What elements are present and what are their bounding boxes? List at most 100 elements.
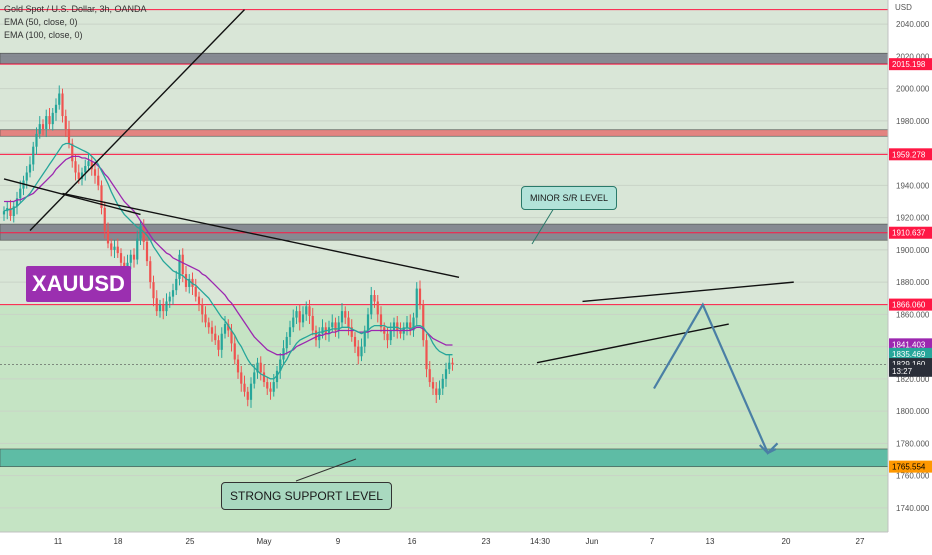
projection-path [653, 302, 779, 455]
candle-body [334, 322, 337, 331]
candle-body [269, 388, 272, 392]
candle-body [48, 116, 51, 125]
candle-body [285, 336, 288, 349]
candle-body [422, 304, 425, 341]
candle-body [438, 388, 441, 395]
candle-body [87, 161, 90, 167]
candle-body [129, 254, 132, 263]
candle-body [41, 124, 45, 129]
candle-body [201, 304, 204, 315]
price-tag-label: 1765.554 [892, 463, 926, 472]
bullish-background [0, 304, 888, 532]
ema50-line [3, 142, 453, 380]
candle-body [370, 295, 373, 315]
candle-body [136, 238, 139, 260]
candle-body [243, 383, 246, 392]
candle-body [344, 311, 347, 318]
candle-body [19, 188, 22, 199]
sr-zone [0, 223, 889, 241]
y-tick-label: 1880.000 [896, 278, 930, 287]
candle-body [100, 185, 103, 208]
candle-body [376, 301, 379, 315]
candle-body [149, 261, 152, 283]
candle-body [171, 290, 175, 297]
candle-body [253, 372, 256, 384]
candle-body [45, 116, 48, 129]
candle-body [227, 324, 230, 331]
projection-arrowhead [758, 444, 777, 455]
candle-body [448, 362, 451, 370]
x-tick-label: 27 [856, 537, 865, 546]
candle-body [93, 169, 97, 176]
candle-body [28, 164, 32, 173]
candle-body [331, 322, 334, 328]
candle-body [223, 324, 227, 334]
candle-body [321, 327, 324, 334]
candle-body [366, 314, 370, 331]
candle-body [266, 382, 269, 389]
x-tick-label: 11 [54, 537, 63, 546]
candle-body [308, 306, 311, 316]
axis-currency: USD [895, 3, 912, 12]
x-tick-label: 25 [186, 537, 195, 546]
candle-body [399, 330, 402, 334]
price-tag [889, 58, 932, 71]
candle-body [392, 322, 396, 331]
candle-body [178, 254, 181, 279]
candle-body [77, 172, 80, 179]
candle-body [298, 311, 301, 323]
price-tag-label: 13:27 [892, 367, 913, 376]
price-axis-bg [888, 0, 932, 550]
candle-body [217, 340, 220, 350]
y-tick-label: 1780.000 [896, 439, 930, 448]
candle-body [132, 254, 136, 260]
candle-body [204, 314, 207, 323]
symbol-legend[interactable]: Gold Spot / U.S. Dollar, 3h, OANDA [4, 4, 147, 14]
candle-body [353, 336, 357, 347]
y-tick-label: 1940.000 [896, 181, 930, 190]
candle-body [249, 383, 253, 400]
candle-body [431, 382, 435, 389]
candle-body [67, 128, 71, 144]
price-tag-label: 1910.637 [892, 229, 926, 238]
candle-body [139, 225, 142, 239]
candle-body [282, 348, 285, 360]
x-tick-label: 18 [114, 537, 123, 546]
trendline [582, 281, 794, 303]
sr-zone [0, 129, 889, 137]
sr-zone [0, 448, 889, 468]
candle-body [412, 317, 415, 331]
x-tick-label: 14:30 [530, 537, 551, 546]
y-tick-label: 1800.000 [896, 407, 930, 416]
strong-support-callout: STRONG SUPPORT LEVEL [221, 482, 392, 510]
price-tag [889, 347, 932, 360]
ema50-legend[interactable]: EMA (50, close, 0) [4, 17, 78, 27]
candle-body [444, 369, 448, 379]
candle-body [233, 343, 236, 360]
candle-body [240, 372, 243, 384]
y-tick-label: 1760.000 [896, 472, 930, 481]
price-tag-label: 1841.403 [892, 340, 926, 349]
ema100-legend[interactable]: EMA (100, close, 0) [4, 30, 83, 40]
time-axis-bg [0, 532, 888, 550]
candle-body [415, 288, 418, 318]
candle-body [197, 296, 201, 305]
y-tick-label: 1740.000 [896, 504, 930, 513]
candle-body [61, 93, 64, 117]
candle-body [279, 359, 282, 371]
candle-body [272, 382, 275, 392]
candle-body [64, 116, 67, 129]
candle-body [220, 333, 223, 350]
trendline [536, 323, 729, 364]
candle-body [314, 330, 318, 341]
candle-body [347, 317, 350, 328]
price-tag-label: 1959.278 [892, 150, 926, 159]
candle-body [357, 346, 360, 357]
candle-body [194, 286, 197, 297]
candle-body [188, 278, 191, 287]
candle-body [363, 330, 366, 347]
candle-body [155, 298, 158, 312]
candle-body [246, 391, 249, 400]
candle-body [119, 253, 123, 263]
